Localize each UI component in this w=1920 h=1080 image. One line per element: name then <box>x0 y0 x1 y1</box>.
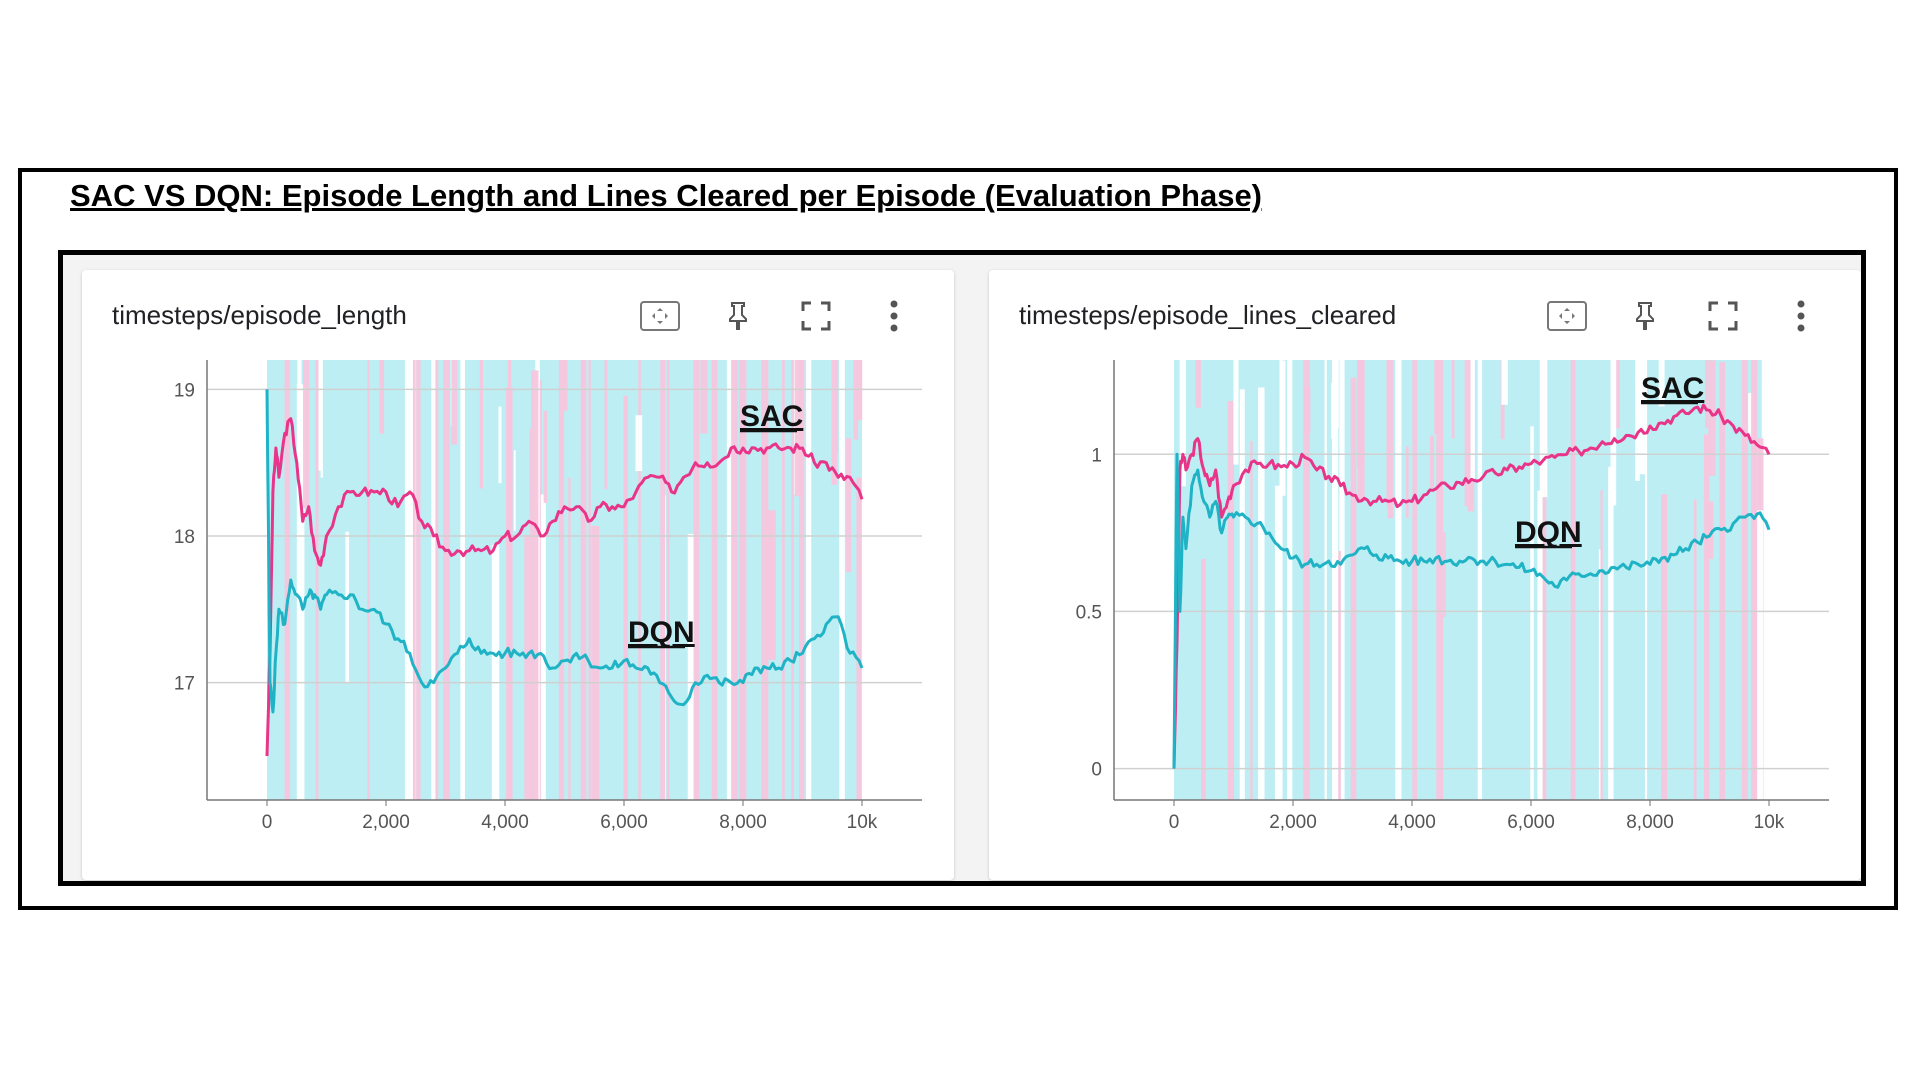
pin-icon[interactable] <box>718 296 758 336</box>
series-label-sac: SAC <box>740 400 803 433</box>
fit-domain-icon[interactable] <box>640 296 680 336</box>
x-tick-label: 6,000 <box>600 812 648 833</box>
series-label-sac: SAC <box>1641 372 1704 405</box>
chart-lines-cleared: 0 0.5 1 0 2,000 4,000 6,000 8,000 10k SAC DQN <box>1076 360 1829 833</box>
fullscreen-icon[interactable] <box>796 296 836 336</box>
series-line-dqn <box>1172 452 1771 769</box>
y-tick-label: 1 <box>1091 445 1102 466</box>
y-tick-label: 17 <box>174 674 195 695</box>
chart-toolbar <box>640 296 914 336</box>
fullscreen-icon[interactable] <box>1703 296 1743 336</box>
y-tick-label: 0.5 <box>1076 602 1102 623</box>
y-tick-label: 18 <box>174 527 195 548</box>
chart-card-episode-length: timesteps/episode_length 17 18 19 0 2,000 4,0… <box>82 270 954 880</box>
raw-data-band <box>1174 360 1774 800</box>
chart-card-lines-cleared: timesteps/episode_lines_cleared 0 0.5 1 0 2,… <box>989 270 1861 880</box>
more-vert-icon[interactable] <box>1781 296 1821 336</box>
x-tick-label: 10k <box>1754 812 1785 833</box>
chart-toolbar <box>1547 296 1821 336</box>
x-tick-label: 0 <box>1169 812 1180 833</box>
pin-icon[interactable] <box>1625 296 1665 336</box>
fit-domain-icon[interactable] <box>1547 296 1587 336</box>
x-tick-label: 4,000 <box>1388 812 1436 833</box>
chart-episode-length: 17 18 19 0 2,000 4,000 6,000 8,000 10k SAC DQN <box>174 360 922 833</box>
x-tick-label: 6,000 <box>1507 812 1555 833</box>
x-tick-label: 8,000 <box>1626 812 1674 833</box>
series-label-dqn: DQN <box>1515 516 1582 549</box>
raw-data-band <box>267 360 863 800</box>
x-tick-label: 8,000 <box>719 812 767 833</box>
series-line-sac <box>265 417 864 757</box>
x-tick-label: 2,000 <box>1269 812 1317 833</box>
y-tick-label: 0 <box>1091 760 1102 781</box>
series-line-dqn <box>265 389 864 714</box>
series-line-sac <box>1172 403 1771 769</box>
page-title: SAC VS DQN: Episode Length and Lines Cle… <box>70 178 1263 213</box>
chart-title: timesteps/episode_length <box>112 300 407 330</box>
series-label-dqn: DQN <box>628 616 695 649</box>
more-vert-icon[interactable] <box>874 296 914 336</box>
x-tick-label: 10k <box>847 812 878 833</box>
y-tick-label: 19 <box>174 380 195 401</box>
x-tick-label: 2,000 <box>362 812 410 833</box>
x-tick-label: 0 <box>262 812 273 833</box>
x-tick-label: 4,000 <box>481 812 529 833</box>
chart-title: timesteps/episode_lines_cleared <box>1019 300 1397 330</box>
